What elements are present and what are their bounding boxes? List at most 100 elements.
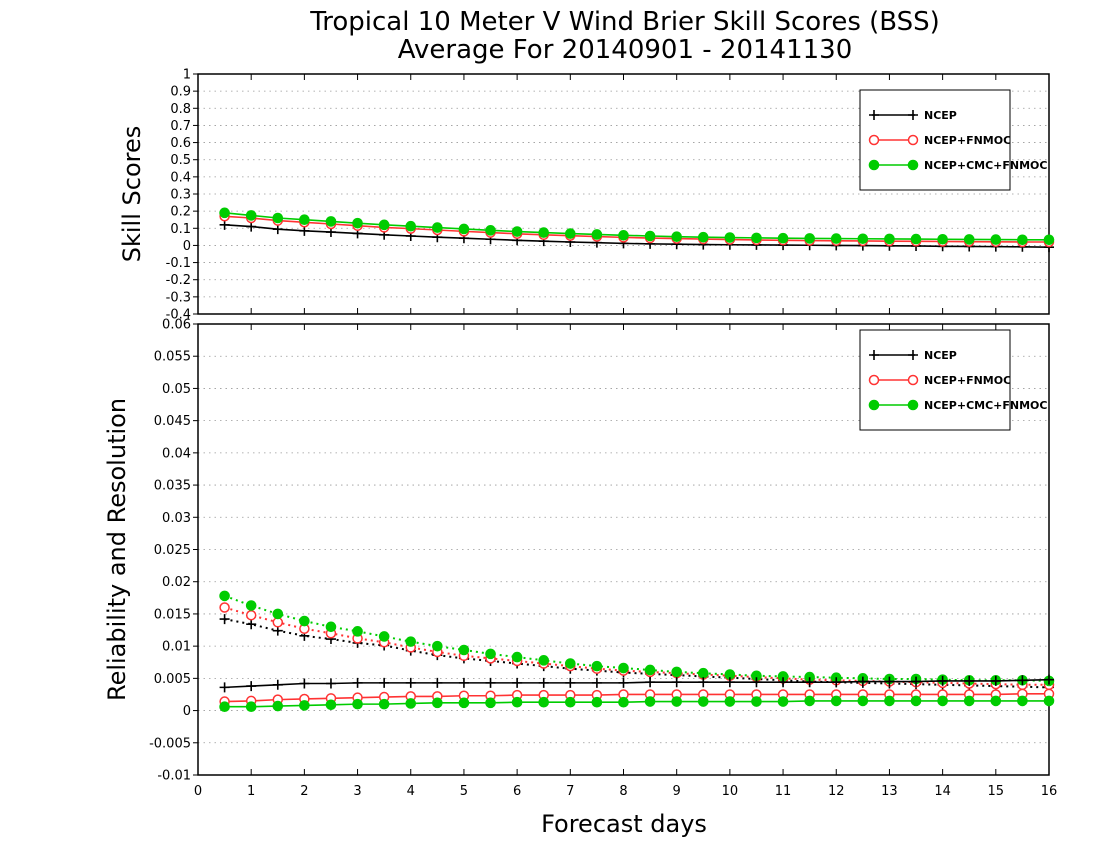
x-axis-label: Forecast days bbox=[541, 810, 707, 838]
data-point bbox=[511, 696, 523, 708]
data-point bbox=[1043, 695, 1055, 707]
data-point bbox=[246, 681, 257, 692]
data-point bbox=[937, 675, 948, 686]
y-axis-label: Reliability and Resolution bbox=[103, 398, 131, 701]
data-point bbox=[219, 590, 230, 602]
y-tick-label: 0.025 bbox=[154, 543, 191, 558]
data-point bbox=[378, 631, 390, 642]
x-tick-label: 7 bbox=[566, 784, 574, 799]
y-tick-label: -0.01 bbox=[157, 769, 191, 784]
data-point bbox=[511, 226, 523, 237]
y-tick-label: 0 bbox=[183, 239, 191, 254]
data-point bbox=[1017, 234, 1028, 246]
series-ncep-fnmoc-resolution bbox=[219, 602, 1055, 691]
data-point bbox=[432, 677, 443, 688]
x-tick-label: 6 bbox=[513, 784, 521, 799]
data-point bbox=[219, 602, 230, 613]
series-line bbox=[224, 618, 1050, 689]
data-point bbox=[1044, 674, 1054, 685]
data-point bbox=[644, 696, 656, 707]
y-tick-label: 0.9 bbox=[170, 85, 191, 100]
data-point bbox=[485, 677, 496, 688]
legend-marker bbox=[869, 110, 879, 120]
data-point bbox=[299, 214, 310, 226]
data-point bbox=[724, 677, 735, 688]
series-line bbox=[224, 700, 1049, 708]
data-point bbox=[405, 636, 417, 647]
data-point bbox=[857, 676, 868, 687]
data-point bbox=[884, 695, 895, 707]
data-point bbox=[910, 695, 922, 707]
y-tick-label: 0.015 bbox=[154, 607, 191, 622]
data-point bbox=[405, 677, 416, 688]
data-point bbox=[325, 678, 336, 689]
data-point bbox=[990, 675, 1001, 686]
data-point bbox=[618, 662, 629, 674]
x-tick-label: 2 bbox=[300, 784, 308, 799]
reliability-resolution-panel: -0.01 -0.005 0 0.005 0.01 0.015 0.02 0.025 0.03 0… bbox=[103, 318, 1057, 800]
data-point bbox=[804, 233, 815, 244]
data-point bbox=[1043, 234, 1055, 246]
data-point bbox=[458, 677, 469, 688]
legend-marker bbox=[907, 134, 919, 146]
data-point bbox=[697, 667, 709, 679]
y-tick-label: 0.045 bbox=[154, 414, 191, 429]
data-point bbox=[804, 695, 815, 707]
data-point bbox=[512, 677, 523, 688]
y-tick-label: 0.05 bbox=[162, 382, 191, 397]
series-line bbox=[224, 594, 1050, 682]
data-point bbox=[830, 233, 842, 244]
data-point bbox=[485, 225, 496, 236]
data-point bbox=[591, 660, 603, 672]
data-point bbox=[352, 217, 363, 229]
y-tick-label: -0.2 bbox=[166, 273, 191, 288]
data-point bbox=[511, 651, 523, 663]
data-point bbox=[697, 231, 709, 243]
legend-marker bbox=[908, 110, 918, 120]
data-point bbox=[352, 698, 363, 710]
y-tick-label: 0.4 bbox=[170, 170, 191, 185]
data-point bbox=[618, 677, 629, 688]
data-point bbox=[325, 621, 337, 633]
y-tick-label: 0.04 bbox=[162, 446, 191, 461]
legend-entry: NCEP bbox=[924, 349, 957, 362]
legend-marker bbox=[869, 350, 879, 360]
data-point bbox=[698, 677, 709, 688]
data-point bbox=[964, 675, 975, 686]
legend-entry: NCEP+FNMOC bbox=[924, 374, 1011, 387]
y-tick-label: 0.6 bbox=[170, 136, 191, 151]
x-tick-label: 14 bbox=[934, 784, 951, 799]
data-point bbox=[777, 696, 789, 707]
series-line bbox=[224, 678, 1050, 689]
data-point bbox=[352, 677, 363, 688]
data-point bbox=[751, 677, 762, 688]
legend-marker bbox=[907, 159, 919, 171]
data-point bbox=[591, 229, 603, 240]
legend-entry: NCEP+CMC+FNMOC bbox=[924, 399, 1047, 412]
data-point bbox=[671, 231, 682, 242]
legend-marker bbox=[908, 350, 918, 360]
data-point bbox=[245, 701, 257, 713]
legend: NCEP NCEP+FNMOC NCEP+CMC+FNMOC bbox=[859, 89, 1047, 191]
data-point bbox=[538, 655, 550, 666]
y-tick-label: 0.2 bbox=[170, 205, 191, 220]
data-point bbox=[565, 677, 576, 688]
data-point bbox=[272, 679, 283, 690]
series-ncep-fnmoc-reliability bbox=[219, 688, 1055, 707]
data-point bbox=[591, 677, 602, 688]
data-point bbox=[458, 223, 470, 235]
y-tick-label: 0.005 bbox=[154, 672, 191, 687]
data-point bbox=[299, 700, 310, 711]
y-tick-label: 1 bbox=[183, 68, 191, 83]
x-tick-label: 0 bbox=[194, 784, 202, 799]
series-line bbox=[224, 215, 1049, 243]
x-tick-label: 9 bbox=[673, 784, 681, 799]
data-point bbox=[565, 228, 576, 239]
data-point bbox=[857, 695, 869, 707]
chart-title: Tropical 10 Meter V Wind Brier Skill Sco… bbox=[309, 7, 940, 37]
data-point bbox=[565, 658, 576, 669]
data-point bbox=[219, 614, 230, 625]
data-point bbox=[325, 216, 337, 227]
y-tick-label: 0.7 bbox=[170, 119, 191, 134]
